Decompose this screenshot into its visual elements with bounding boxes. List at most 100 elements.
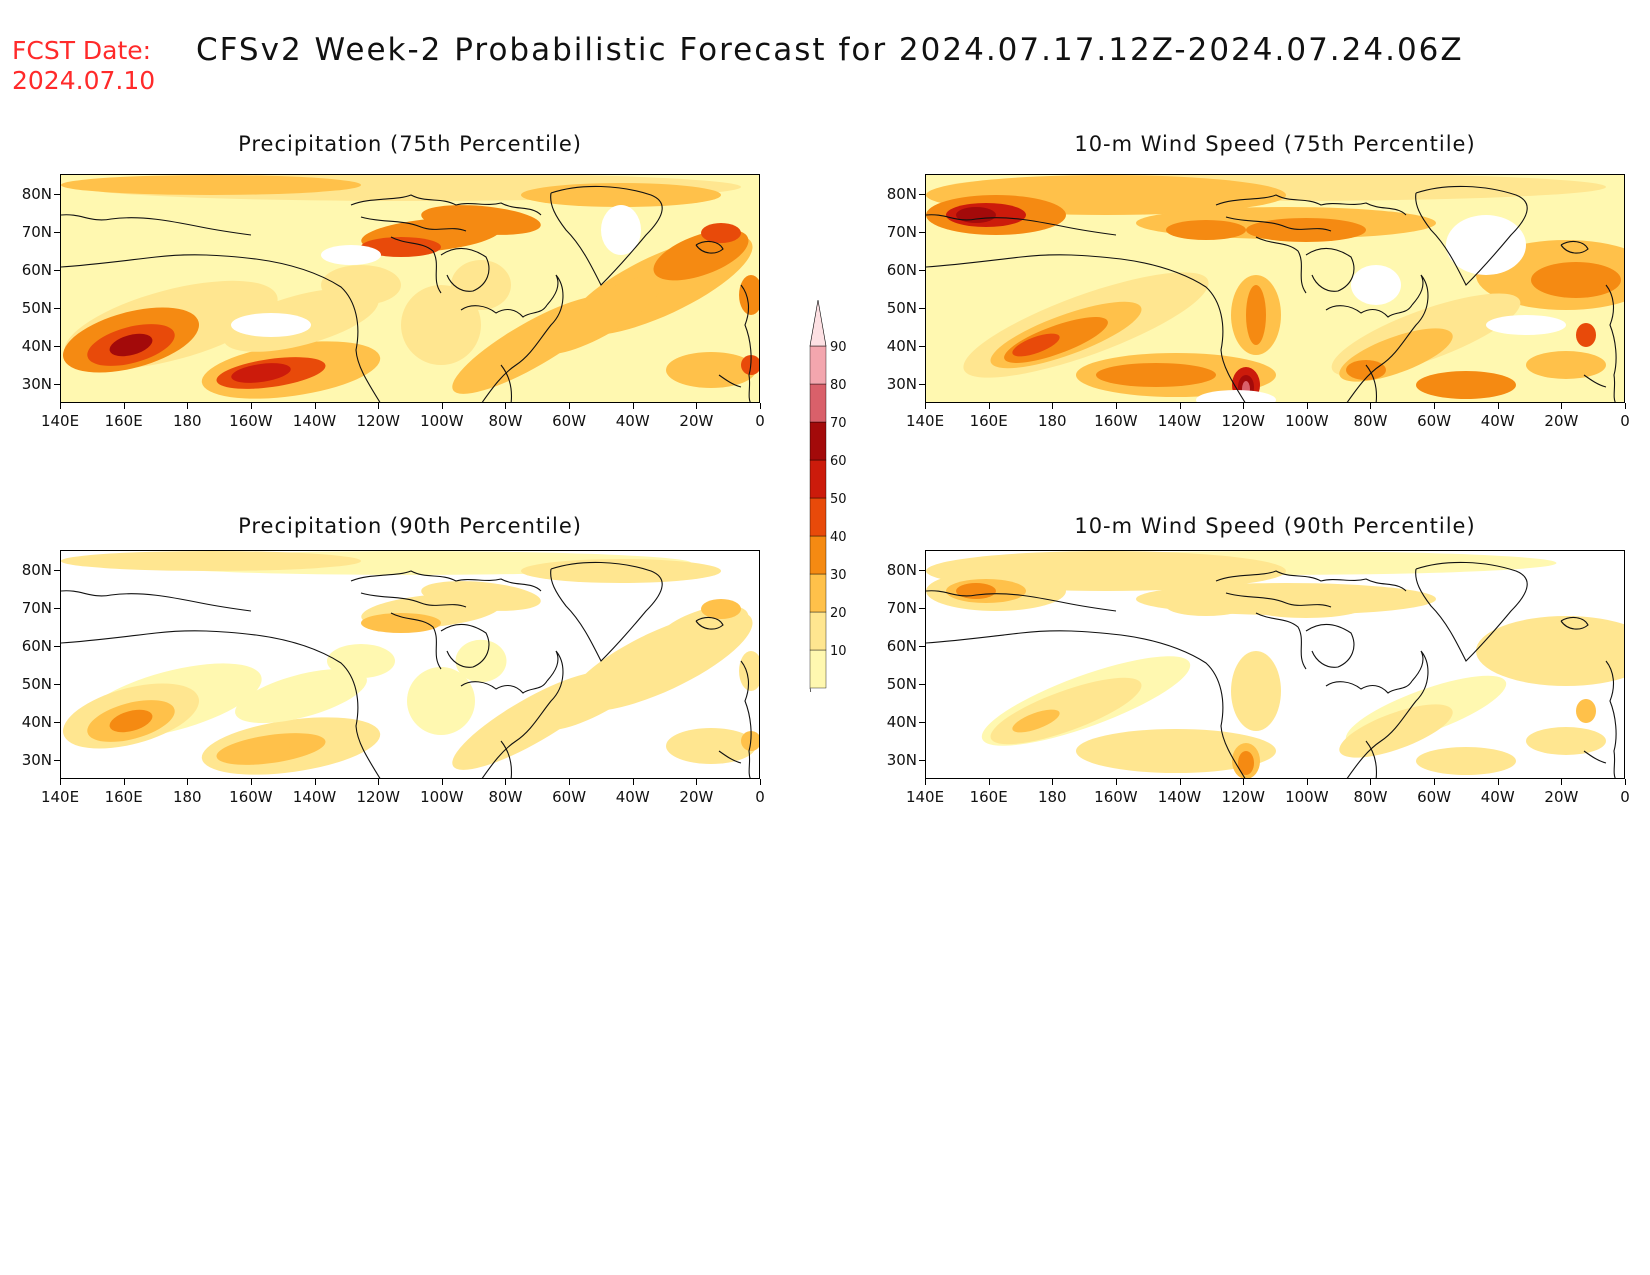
lon-label: 160W (229, 412, 273, 430)
lon-tick (250, 779, 252, 785)
shade-region (231, 363, 291, 383)
lon-label: 80W (1353, 788, 1388, 806)
lat-tick (919, 608, 925, 609)
coastline (500, 364, 513, 402)
lat-label: 60N (21, 637, 52, 655)
coastline (481, 650, 564, 778)
lat-tick (54, 722, 60, 723)
fcst-date-value: 2024.07.10 (12, 66, 156, 95)
white-region (321, 245, 381, 265)
lon-tick (441, 779, 443, 785)
white-region (231, 313, 311, 337)
lon-tick (1243, 779, 1245, 785)
colorbar-box (809, 383, 827, 423)
lon-tick (988, 403, 990, 409)
panel-title-precip75: Precipitation (75th Percentile) (238, 132, 582, 156)
lon-tick (696, 403, 698, 409)
shade-region (521, 559, 721, 583)
lat-label: 70N (886, 599, 917, 617)
lat-label: 30N (886, 375, 917, 393)
shade-region (1012, 333, 1060, 357)
lon-tick (187, 779, 189, 785)
lon-label: 20W (1544, 412, 1579, 430)
coastline (350, 194, 542, 216)
shade-region (61, 551, 361, 571)
white-region (1446, 215, 1526, 275)
coastline (1346, 650, 1429, 778)
lon-tick (1497, 779, 1499, 785)
lon-label: 80W (1353, 412, 1388, 430)
shade-region (1576, 323, 1596, 347)
lon-tick (1052, 779, 1054, 785)
lon-label: 80W (488, 412, 523, 430)
coastline (1215, 194, 1407, 216)
coastline (1560, 616, 1589, 630)
lon-tick (696, 779, 698, 785)
lon-tick (1115, 403, 1117, 409)
shade-region (1246, 661, 1266, 721)
shade-region (1416, 747, 1516, 775)
shade-region (61, 175, 361, 195)
lat-label: 60N (21, 261, 52, 279)
coastline (926, 590, 1117, 612)
lon-label: 140E (40, 788, 80, 806)
lon-label: 80W (488, 788, 523, 806)
lon-label: 140E (905, 412, 945, 430)
coastline (1365, 740, 1378, 778)
lat-label: 60N (886, 261, 917, 279)
coastline (350, 570, 542, 592)
lat-tick (919, 270, 925, 271)
lon-label: 120W (1221, 788, 1265, 806)
white-region (1486, 315, 1566, 335)
lon-tick (1052, 403, 1054, 409)
colorbar-label: 80 (830, 378, 847, 393)
lon-tick (569, 403, 571, 409)
fcst-date-label: FCST Date: (12, 36, 152, 65)
coastline (740, 284, 752, 402)
map-panel-precip90 (60, 550, 760, 779)
lon-tick (925, 403, 926, 409)
coastline (1346, 274, 1429, 402)
lon-tick (378, 779, 380, 785)
lon-tick (378, 403, 380, 409)
lon-label: 140W (1157, 412, 1202, 430)
lat-label: 50N (21, 675, 52, 693)
lon-tick (1497, 403, 1499, 409)
shade-region (361, 613, 441, 633)
lon-tick (988, 779, 990, 785)
panel-title-wind90: 10-m Wind Speed (90th Percentile) (1074, 514, 1476, 538)
lat-tick (919, 346, 925, 347)
shade-region (235, 668, 367, 724)
shade-region (455, 639, 507, 683)
lon-tick (60, 403, 61, 409)
coastline (390, 236, 442, 294)
shade-region (421, 581, 541, 611)
colorbar-label: 60 (830, 454, 847, 469)
coastline (440, 623, 490, 668)
shade-region (666, 728, 756, 764)
lat-tick (54, 308, 60, 309)
coastline (460, 680, 548, 694)
lon-label: 180 (1037, 412, 1067, 430)
coastline (926, 214, 1117, 236)
shade-region (407, 667, 475, 735)
shade-region (1576, 699, 1596, 723)
colorbar-label: 70 (830, 416, 847, 431)
colorbar: 10 20 30 40 50 60 70 80 90 (809, 299, 847, 692)
lon-tick (250, 403, 252, 409)
shade-region (1242, 757, 1250, 773)
coastline (718, 374, 742, 388)
lon-label: 140W (292, 788, 337, 806)
coastline (61, 214, 252, 236)
coastline (1583, 374, 1607, 388)
coastline (926, 630, 1246, 778)
coastline (500, 740, 513, 778)
lat-label: 60N (886, 637, 917, 655)
coastline (1605, 660, 1617, 778)
lat-label: 30N (21, 375, 52, 393)
map-panel-precip75 (60, 174, 760, 403)
coastline (695, 616, 724, 630)
lon-tick (1625, 403, 1626, 409)
lon-tick (1561, 403, 1563, 409)
shade-region (1012, 709, 1060, 733)
